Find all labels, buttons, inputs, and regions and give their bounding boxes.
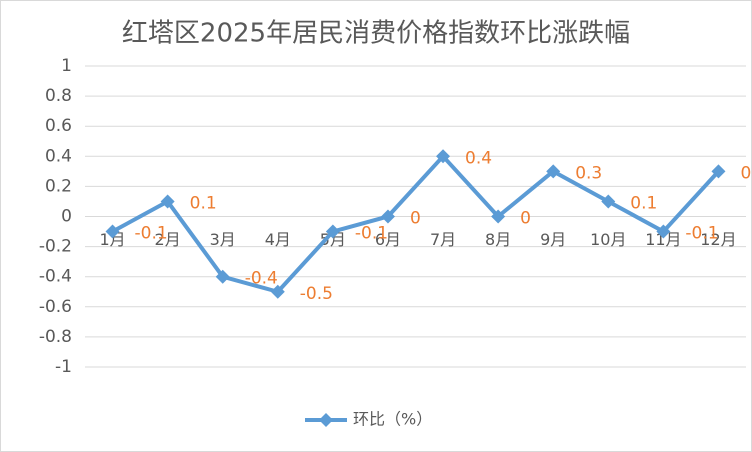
marker xyxy=(160,194,175,209)
legend-marker xyxy=(319,413,333,427)
legend-label: 环比（%） xyxy=(353,410,432,429)
y-tick-label: -0.2 xyxy=(39,237,72,257)
marker xyxy=(380,209,395,224)
x-tick-label: 2月 xyxy=(155,230,181,249)
marker xyxy=(601,194,616,209)
data-label: 0.4 xyxy=(465,148,492,168)
data-label: -0.4 xyxy=(245,269,278,289)
data-label: -0.1 xyxy=(685,224,718,244)
data-label: -0.1 xyxy=(355,224,388,244)
data-label: 0 xyxy=(410,209,421,229)
x-tick-label: 7月 xyxy=(430,230,456,249)
y-tick-label: -0.4 xyxy=(39,267,72,287)
x-tick-label: 1月 xyxy=(99,230,125,249)
marker xyxy=(546,164,561,179)
data-label: 0.3 xyxy=(575,163,602,183)
marker xyxy=(436,149,451,164)
data-label: -0.5 xyxy=(300,284,333,304)
y-tick-label: 0.6 xyxy=(45,116,72,136)
y-tick-label: -0.8 xyxy=(39,327,72,347)
data-label: 0.1 xyxy=(190,193,217,213)
marker xyxy=(215,269,230,284)
marker xyxy=(325,224,340,239)
data-label: 0.1 xyxy=(630,193,657,213)
y-tick-label: 0.8 xyxy=(45,86,72,106)
x-tick-label: 10月 xyxy=(590,230,626,249)
marker xyxy=(711,164,726,179)
x-tick-label: 9月 xyxy=(540,230,566,249)
x-tick-label: 8月 xyxy=(485,230,511,249)
x-tick-label: 6月 xyxy=(375,230,401,249)
x-tick-label: 5月 xyxy=(320,230,346,249)
y-tick-label: -1 xyxy=(55,357,72,377)
marker xyxy=(491,209,506,224)
data-label: -0.1 xyxy=(135,224,168,244)
y-tick-label: 0.2 xyxy=(45,176,72,196)
data-label: 0.3 xyxy=(740,163,752,183)
marker xyxy=(105,224,120,239)
y-tick-label: 1 xyxy=(61,56,72,76)
y-tick-label: 0 xyxy=(61,207,72,227)
marker xyxy=(656,224,671,239)
x-tick-label: 11月 xyxy=(645,230,681,249)
x-tick-label: 4月 xyxy=(265,230,291,249)
y-tick-label: 0.4 xyxy=(45,146,72,166)
x-tick-label: 3月 xyxy=(210,230,236,249)
marker xyxy=(270,284,285,299)
data-label: 0 xyxy=(520,209,531,229)
y-tick-label: -0.6 xyxy=(39,297,72,317)
series-line xyxy=(111,154,720,294)
chart-title: 红塔区2025年居民消费价格指数环比涨跌幅 xyxy=(122,19,630,49)
x-tick-label: 12月 xyxy=(700,230,736,249)
